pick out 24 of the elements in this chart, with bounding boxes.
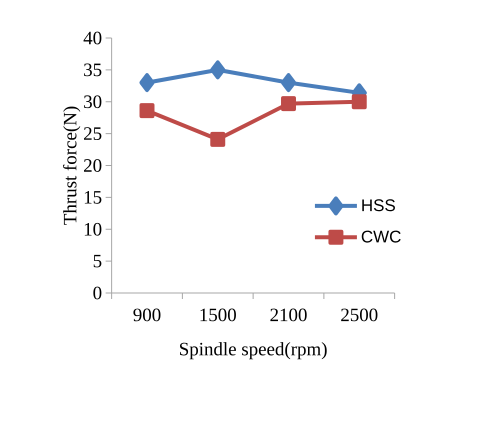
y-axis-title: Thrust force(N) bbox=[62, 106, 80, 225]
y-tick-label: 10 bbox=[84, 222, 102, 236]
y-tick-label: 30 bbox=[84, 95, 102, 108]
y-tick-label: 40 bbox=[84, 32, 102, 44]
legend-label: CWC bbox=[362, 230, 401, 243]
y-tick-label: 15 bbox=[84, 191, 102, 204]
y-tick-label: 25 bbox=[84, 127, 102, 140]
x-axis-title: Spindle speed(rpm) bbox=[180, 342, 327, 360]
point bbox=[140, 103, 154, 118]
y-tick-label: 20 bbox=[84, 159, 102, 172]
x-tick-label: 1500 bbox=[200, 308, 236, 322]
y-tick-label: 0 bbox=[93, 286, 102, 300]
y-tick-label: 35 bbox=[84, 64, 102, 76]
legend-label: HSS bbox=[362, 199, 395, 212]
point bbox=[210, 132, 226, 147]
x-tick-label: 2100 bbox=[270, 308, 307, 322]
point bbox=[139, 73, 155, 92]
point bbox=[210, 60, 226, 80]
y-tick-label: 5 bbox=[94, 254, 102, 268]
point bbox=[352, 94, 367, 110]
point bbox=[281, 96, 296, 112]
x-tick-label: 2500 bbox=[341, 308, 378, 322]
x-tick-label: 900 bbox=[133, 308, 160, 322]
point bbox=[280, 73, 296, 92]
